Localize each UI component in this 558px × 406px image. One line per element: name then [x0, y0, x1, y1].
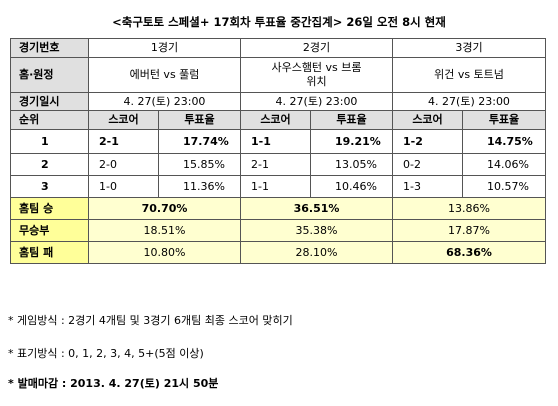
row-label: 홈·원정: [10, 57, 89, 93]
vote-table: 경기번호 1경기 2경기 3경기 홈·원정 에버턴 vs 풀럼 사우스햄턴 vs 브롬위치 위…: [10, 38, 546, 264]
table-cell: 4. 27(토) 23:00: [240, 92, 393, 111]
table-cell: 스코어: [88, 110, 159, 130]
table-row: 순위 스코어 투표율 스코어 투표율 스코어 투표율: [10, 110, 546, 130]
table-cell: 4. 27(토) 23:00: [88, 92, 241, 111]
table-cell: 2경기: [240, 38, 393, 58]
table-row: 경기일시 4. 27(토) 23:00 4. 27(토) 23:00 4. 27(토)…: [10, 92, 546, 111]
table-cell: 13.05%: [310, 153, 393, 176]
table-cell: 11.36%: [158, 175, 241, 198]
table-row: 2 2-0 15.85% 2-1 13.05% 0-2 14.06%: [10, 153, 546, 176]
table-cell: 투표율: [158, 110, 241, 130]
row-label: 홈팀 패: [10, 241, 89, 264]
note: * 게임방식 : 2경기 4개팀 및 3경기 6개팀 최종 스코어 맞히기: [8, 314, 293, 327]
row-label: 순위: [10, 110, 89, 130]
row-label: 3: [10, 175, 89, 198]
row-label: 경기일시: [10, 92, 89, 111]
table-cell: 1-1: [240, 129, 311, 154]
table-cell: 위건 vs 토트넘: [392, 57, 546, 93]
table-cell: 3경기: [392, 38, 546, 58]
table-cell: 2-1: [88, 129, 159, 154]
table-cell: 0-2: [392, 153, 463, 176]
table-cell: 4. 27(토) 23:00: [392, 92, 546, 111]
table-cell: 1-3: [392, 175, 463, 198]
table-cell: 1-2: [392, 129, 463, 154]
row-label: 1: [10, 129, 89, 154]
table-cell: 투표율: [310, 110, 393, 130]
table-cell: 14.06%: [462, 153, 546, 176]
table-cell: 13.86%: [392, 197, 546, 220]
row-label: 2: [10, 153, 89, 176]
table-cell: 36.51%: [240, 197, 393, 220]
table-row: 1 2-1 17.74% 1-1 19.21% 1-2 14.75%: [10, 129, 546, 154]
table-cell: 18.51%: [88, 219, 241, 242]
table-cell: 19.21%: [310, 129, 393, 154]
table-cell: 17.74%: [158, 129, 241, 154]
table-row: 홈·원정 에버턴 vs 풀럼 사우스햄턴 vs 브롬위치 위건 vs 토트넘: [10, 57, 546, 93]
table-row: 홈팀 패 10.80% 28.10% 68.36%: [10, 241, 546, 264]
table-row: 홈팀 승 70.70% 36.51% 13.86%: [10, 197, 546, 220]
row-label: 경기번호: [10, 38, 89, 58]
row-label: 무승부: [10, 219, 89, 242]
table-cell: 사우스햄턴 vs 브롬위치: [240, 57, 393, 93]
table-cell: 2-1: [240, 153, 311, 176]
row-label: 홈팀 승: [10, 197, 89, 220]
table-cell: 28.10%: [240, 241, 393, 264]
table-cell: 1-0: [88, 175, 159, 198]
table-cell: 1-1: [240, 175, 311, 198]
title: <축구토토 스페셜+ 17회차 투표율 중간집계> 26일 오전 8시 현재: [112, 15, 446, 29]
table-cell: 에버턴 vs 풀럼: [88, 57, 241, 93]
table-cell: 14.75%: [462, 129, 546, 154]
table-cell: 15.85%: [158, 153, 241, 176]
table-cell: 스코어: [392, 110, 463, 130]
table-cell: 17.87%: [392, 219, 546, 242]
table-row: 경기번호 1경기 2경기 3경기: [10, 38, 546, 58]
table-cell: 35.38%: [240, 219, 393, 242]
table-cell: 70.70%: [88, 197, 241, 220]
table-cell: 10.80%: [88, 241, 241, 264]
note: * 발매마감 : 2013. 4. 27(토) 21시 50분: [8, 377, 219, 390]
table-cell: 스코어: [240, 110, 311, 130]
table-cell: 1경기: [88, 38, 241, 58]
note: * 표기방식 : 0, 1, 2, 3, 4, 5+(5점 이상): [8, 347, 204, 360]
table-row: 3 1-0 11.36% 1-1 10.46% 1-3 10.57%: [10, 175, 546, 198]
table-cell: 68.36%: [392, 241, 546, 264]
table-cell: 투표율: [462, 110, 546, 130]
table-cell: 10.57%: [462, 175, 546, 198]
table-cell: 10.46%: [310, 175, 393, 198]
table-row: 무승부 18.51% 35.38% 17.87%: [10, 219, 546, 242]
table-cell: 2-0: [88, 153, 159, 176]
